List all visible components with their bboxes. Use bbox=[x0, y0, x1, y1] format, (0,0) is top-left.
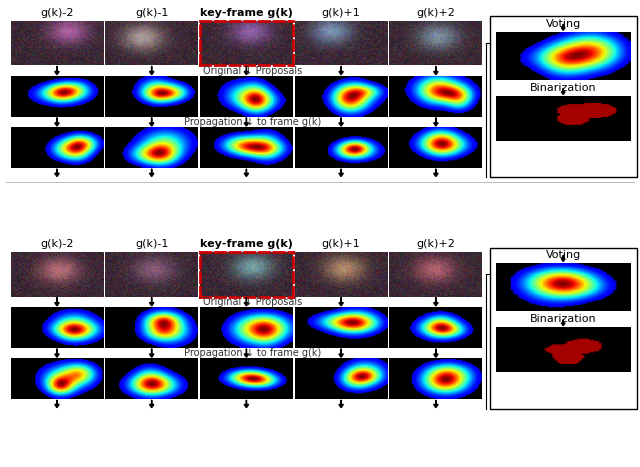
Text: key-frame g(k): key-frame g(k) bbox=[200, 239, 293, 249]
Text: g(k)+1: g(k)+1 bbox=[322, 239, 360, 249]
Text: g(k)+1: g(k)+1 bbox=[322, 8, 360, 18]
Text: Voting: Voting bbox=[545, 250, 581, 260]
Text: Original ↓ Proposals: Original ↓ Proposals bbox=[203, 297, 303, 307]
Text: Propagation ↓ to frame g(k): Propagation ↓ to frame g(k) bbox=[184, 348, 321, 358]
Text: g(k)-1: g(k)-1 bbox=[135, 8, 168, 18]
Text: key-frame g(k): key-frame g(k) bbox=[200, 8, 293, 18]
Text: g(k)-2: g(k)-2 bbox=[40, 239, 74, 249]
Text: Original ↓ Proposals: Original ↓ Proposals bbox=[203, 65, 303, 76]
Text: Binarization: Binarization bbox=[530, 83, 596, 93]
Text: g(k)-2: g(k)-2 bbox=[40, 8, 74, 18]
Text: Propagation ↓ to frame g(k): Propagation ↓ to frame g(k) bbox=[184, 117, 321, 127]
Text: Binarization: Binarization bbox=[530, 314, 596, 324]
Text: g(k)-1: g(k)-1 bbox=[135, 239, 168, 249]
Text: Voting: Voting bbox=[545, 19, 581, 28]
Text: g(k)+2: g(k)+2 bbox=[417, 239, 455, 249]
Text: g(k)+2: g(k)+2 bbox=[417, 8, 455, 18]
